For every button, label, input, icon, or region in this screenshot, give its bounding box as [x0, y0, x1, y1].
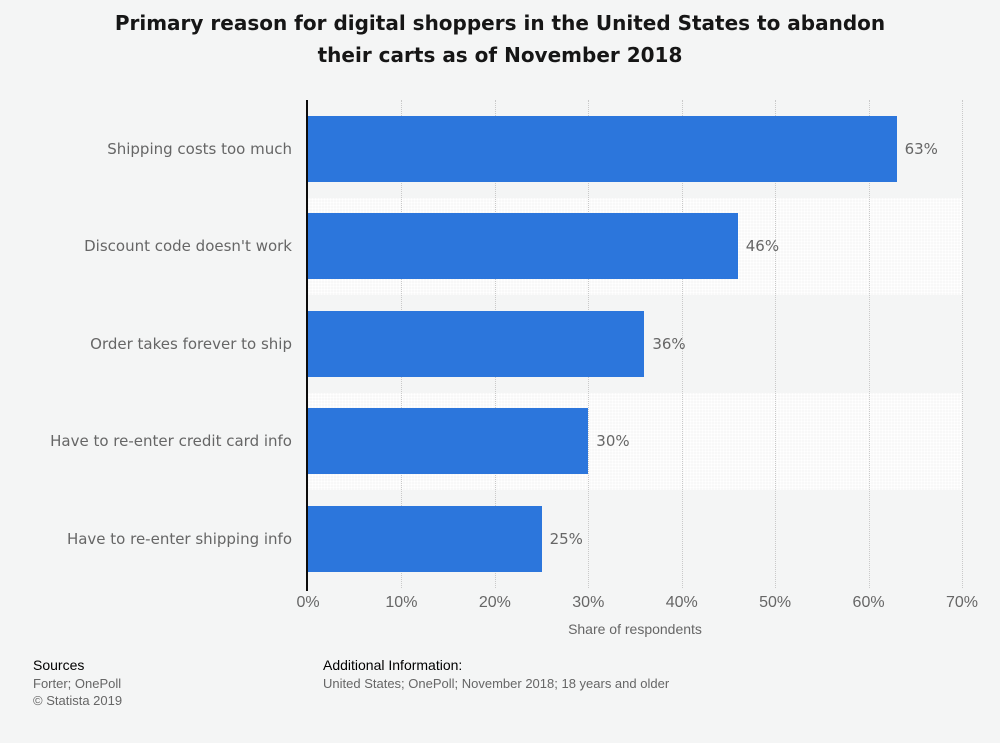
category-label: Order takes forever to ship [90, 334, 292, 353]
category-labels: Shipping costs too much Discount code doe… [0, 100, 292, 588]
category-label: Have to re-enter credit card info [50, 432, 292, 451]
gridline-50% [775, 100, 777, 588]
additional-info-label: Additional Information: [323, 657, 463, 673]
x-tick-label: 30% [572, 594, 605, 611]
x-tick-label: 20% [478, 594, 511, 611]
bar-row: 63% [308, 100, 962, 198]
bar-row: 36% [308, 295, 962, 393]
x-axis-tick-labels: 0% 10% 20% 30% 40% 50% 60% 70% [296, 594, 978, 614]
gridline-70% [962, 100, 963, 588]
chart-title-line-1: Primary reason for digital shoppers in t… [114, 11, 886, 35]
bar-1[interactable] [308, 115, 897, 182]
category-label: Shipping costs too much [107, 139, 292, 158]
x-tick-label: 10% [385, 594, 418, 611]
x-tick-label: 70% [945, 594, 979, 611]
bar-value-label: 25% [549, 529, 583, 548]
plot-area: 63% 46% 36% 30% 25% [308, 100, 963, 588]
gridline-40% [681, 100, 683, 588]
x-axis-title: Share of respondents [568, 621, 702, 637]
sources-line: Forter; OnePoll [33, 676, 122, 691]
bar-5[interactable] [308, 505, 542, 572]
bar-value-label: 30% [596, 432, 630, 451]
bar-value-label: 36% [652, 334, 686, 353]
category-label: Have to re-enter shipping info [66, 529, 292, 548]
bar-value-label: 63% [904, 139, 938, 158]
x-tick-label: 50% [759, 594, 792, 611]
bar-value-label: 46% [745, 237, 780, 256]
bar-2[interactable] [308, 213, 738, 280]
bar-row: 46% [308, 198, 962, 296]
chart-title-line-2: their carts as of November 2018 [317, 43, 683, 67]
additional-info-line: United States; OnePoll; November 2018; 1… [323, 676, 670, 691]
bar-row: 30% [308, 393, 962, 491]
category-label: Discount code doesn't work [84, 237, 292, 256]
footer-additional-info-block: Additional Information: United States; O… [323, 657, 669, 691]
bar-4[interactable] [308, 408, 589, 475]
bar-row: 25% [308, 490, 962, 588]
gridline-60% [868, 100, 870, 588]
bar-3[interactable] [308, 310, 645, 377]
chart-title: Primary reason for digital shoppers in t… [0, 7, 1000, 71]
y-axis-line [306, 100, 308, 591]
x-tick-label: 40% [665, 594, 698, 611]
statista-copyright: © Statista 2019 [33, 693, 123, 708]
x-tick-label: 60% [852, 594, 885, 611]
x-tick-label: 0% [296, 594, 320, 611]
sources-label: Sources [33, 657, 85, 673]
footer-sources-block: Sources Forter; OnePoll © Statista 2019 [33, 657, 122, 708]
